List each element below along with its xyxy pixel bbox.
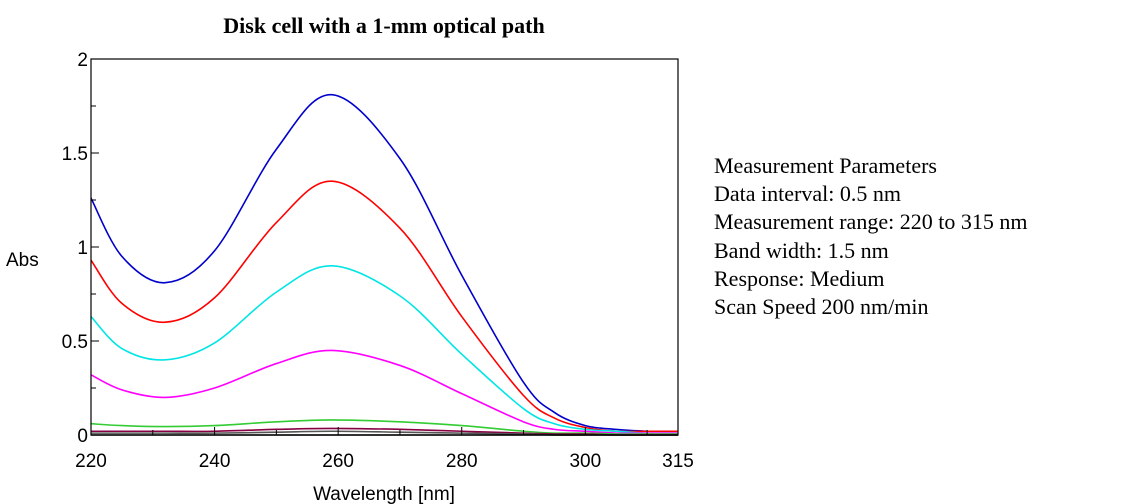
measurement-range-text: Measurement range: 220 to 315 nm: [714, 209, 1028, 235]
axis-layer: 220 240 260 280 300 315 0 0.5 1 1.5 2: [62, 50, 694, 472]
parameters-heading: Measurement Parameters: [714, 153, 937, 178]
series-line-3: [90, 264, 679, 435]
series-layer: [90, 93, 679, 436]
y-tick-label-2: 2: [77, 50, 88, 71]
scan-speed-text: Scan Speed 200 nm/min: [714, 294, 929, 320]
x-tick-label-220: 220: [75, 451, 107, 472]
x-tick-label-300: 300: [569, 451, 601, 472]
y-tick-label-0.5: 0.5: [62, 332, 88, 353]
x-tick-label-240: 240: [199, 451, 231, 472]
band-width-text: Band width: 1.5 nm: [714, 237, 889, 263]
y-tick-label-0: 0: [77, 426, 88, 447]
data-interval-text: Data interval: 0.5 nm: [714, 181, 901, 207]
series-line-4: [90, 349, 678, 435]
plot-frame: [90, 58, 679, 436]
x-axis-label: Wavelength [nm]: [313, 484, 455, 504]
series-line-1: [90, 93, 679, 433]
series-line-2: [90, 180, 678, 433]
series-line-5: [90, 419, 678, 435]
x-tick-label-280: 280: [446, 451, 478, 472]
x-tick-label-315: 315: [662, 451, 694, 472]
x-tick-label-260: 260: [322, 451, 354, 472]
y-axis-label: Abs: [6, 250, 39, 271]
y-tick-label-1.5: 1.5: [62, 144, 88, 165]
measurement-parameters-panel: Measurement Parameters Data interval: 0.…: [714, 152, 1027, 321]
y-tick-label-1: 1: [77, 238, 88, 259]
chart-title: Disk cell with a 1-mm optical path: [223, 13, 544, 38]
response-text: Response: Medium: [714, 265, 885, 291]
